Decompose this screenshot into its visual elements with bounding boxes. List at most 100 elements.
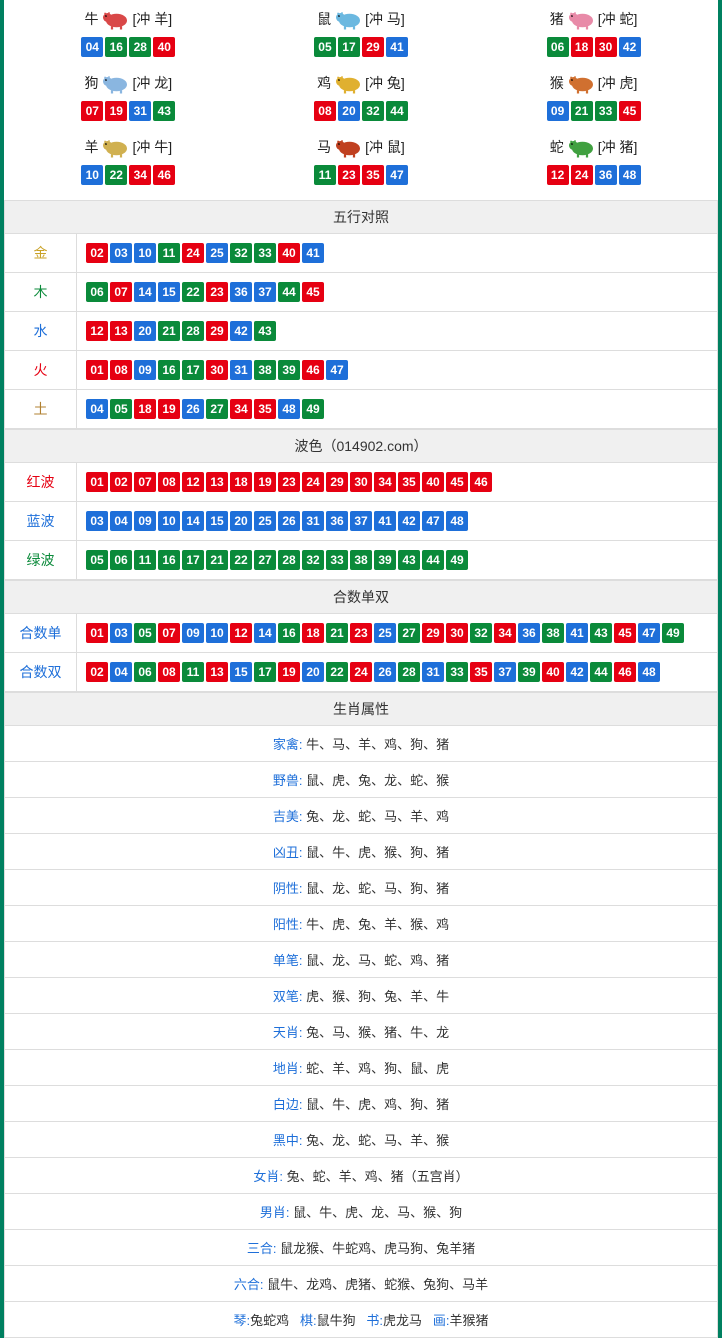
number-ball: 44	[590, 662, 612, 682]
number-ball: 31	[302, 511, 324, 531]
number-ball: 45	[446, 472, 468, 492]
number-ball: 09	[134, 511, 156, 531]
zodiac-cell: 鸡[冲 兔]08203244	[245, 68, 478, 132]
row-numbers: 0103050709101214161821232527293032343638…	[77, 614, 718, 653]
number-ball: 27	[254, 550, 276, 570]
number-ball: 07	[158, 623, 180, 643]
number-ball: 04	[110, 511, 132, 531]
attr-label: 单笔:	[273, 953, 303, 968]
number-ball: 47	[326, 360, 348, 380]
number-ball: 21	[158, 321, 180, 341]
number-ball: 22	[182, 282, 204, 302]
number-ball: 06	[547, 37, 569, 57]
row-label: 水	[5, 312, 77, 351]
number-ball: 18	[134, 399, 156, 419]
number-ball: 43	[254, 321, 276, 341]
zodiac-numbers: 08203244	[245, 98, 478, 124]
wuxing-title: 五行对照	[5, 201, 718, 234]
number-ball: 39	[518, 662, 540, 682]
number-ball: 32	[230, 243, 252, 263]
number-ball: 41	[386, 37, 408, 57]
attr-value: 兔、龙、蛇、马、羊、鸡	[306, 809, 449, 824]
attr-value: 牛、马、羊、鸡、狗、猪	[306, 737, 449, 752]
number-ball: 37	[254, 282, 276, 302]
number-ball: 08	[110, 360, 132, 380]
row-label: 火	[5, 351, 77, 390]
attr-row: 阳性: 牛、虎、兔、羊、猴、鸡	[5, 906, 718, 942]
attr-row: 男肖: 鼠、牛、虎、龙、马、猴、狗	[5, 1194, 718, 1230]
number-ball: 14	[134, 282, 156, 302]
number-ball: 23	[338, 165, 360, 185]
number-ball: 20	[134, 321, 156, 341]
row-label: 木	[5, 273, 77, 312]
number-ball: 13	[110, 321, 132, 341]
number-ball: 44	[422, 550, 444, 570]
number-ball: 43	[153, 101, 175, 121]
number-ball: 26	[182, 399, 204, 419]
number-ball: 29	[362, 37, 384, 57]
number-ball: 36	[326, 511, 348, 531]
heshu-table: 合数单双 合数单01030507091012141618212325272930…	[4, 580, 718, 692]
number-ball: 33	[595, 101, 617, 121]
table-row: 土04051819262734354849	[5, 390, 718, 429]
number-ball: 40	[542, 662, 564, 682]
number-ball: 30	[446, 623, 468, 643]
number-ball: 05	[110, 399, 132, 419]
number-ball: 16	[158, 550, 180, 570]
number-ball: 20	[338, 101, 360, 121]
zodiac-name: 羊	[84, 137, 98, 157]
attr-value: 兔、龙、蛇、马、羊、猴	[306, 1133, 449, 1148]
number-ball: 20	[230, 511, 252, 531]
number-ball: 39	[278, 360, 300, 380]
attr-label: 阴性:	[273, 881, 303, 896]
number-ball: 32	[362, 101, 384, 121]
number-ball: 26	[374, 662, 396, 682]
attr-row: 家禽: 牛、马、羊、鸡、狗、猪	[5, 726, 718, 762]
zodiac-numbers: 11233547	[245, 162, 478, 188]
number-ball: 45	[619, 101, 641, 121]
attr-cell: 阴性: 鼠、龙、蛇、马、狗、猪	[5, 870, 718, 906]
attr-cell: 凶丑: 鼠、牛、虎、猴、狗、猪	[5, 834, 718, 870]
number-ball: 35	[470, 662, 492, 682]
table-row: 合数单0103050709101214161821232527293032343…	[5, 614, 718, 653]
number-ball: 08	[314, 101, 336, 121]
zodiac-conflict: [冲 牛]	[132, 137, 172, 157]
attr-cell: 阳性: 牛、虎、兔、羊、猴、鸡	[5, 906, 718, 942]
number-ball: 23	[206, 282, 228, 302]
number-ball: 07	[81, 101, 103, 121]
number-ball: 19	[278, 662, 300, 682]
number-ball: 23	[278, 472, 300, 492]
number-ball: 06	[86, 282, 108, 302]
number-ball: 04	[86, 399, 108, 419]
number-ball: 20	[302, 662, 324, 682]
number-ball: 33	[326, 550, 348, 570]
number-ball: 42	[398, 511, 420, 531]
attr-cell: 吉美: 兔、龙、蛇、马、羊、鸡	[5, 798, 718, 834]
number-ball: 05	[314, 37, 336, 57]
row-label: 土	[5, 390, 77, 429]
number-ball: 21	[571, 101, 593, 121]
attr-cell: 黑中: 兔、龙、蛇、马、羊、猴	[5, 1122, 718, 1158]
number-ball: 42	[566, 662, 588, 682]
attr-label: 棋:	[300, 1313, 317, 1328]
number-ball: 33	[254, 243, 276, 263]
number-ball: 30	[595, 37, 617, 57]
number-ball: 35	[362, 165, 384, 185]
attr-label: 吉美:	[273, 809, 303, 824]
zodiac-conflict: [冲 羊]	[132, 9, 172, 29]
zodiac-icon	[566, 136, 596, 158]
number-ball: 38	[542, 623, 564, 643]
number-ball: 26	[278, 511, 300, 531]
number-ball: 12	[547, 165, 569, 185]
attr-label: 白边:	[273, 1097, 303, 1112]
number-ball: 24	[571, 165, 593, 185]
attr-footer-cell: 琴:兔蛇鸡 棋:鼠牛狗 书:虎龙马 画:羊猴猪	[5, 1302, 718, 1338]
number-ball: 21	[326, 623, 348, 643]
attr-cell: 三合: 鼠龙猴、牛蛇鸡、虎马狗、兔羊猪	[5, 1230, 718, 1266]
number-ball: 22	[105, 165, 127, 185]
number-ball: 02	[86, 662, 108, 682]
row-numbers: 0102070812131819232429303435404546	[77, 463, 718, 502]
zodiac-name: 牛	[84, 9, 98, 29]
attr-row: 地肖: 蛇、羊、鸡、狗、鼠、虎	[5, 1050, 718, 1086]
page-wrap: 牛[冲 羊]04162840鼠[冲 马]05172941猪[冲 蛇]061830…	[0, 0, 722, 1338]
